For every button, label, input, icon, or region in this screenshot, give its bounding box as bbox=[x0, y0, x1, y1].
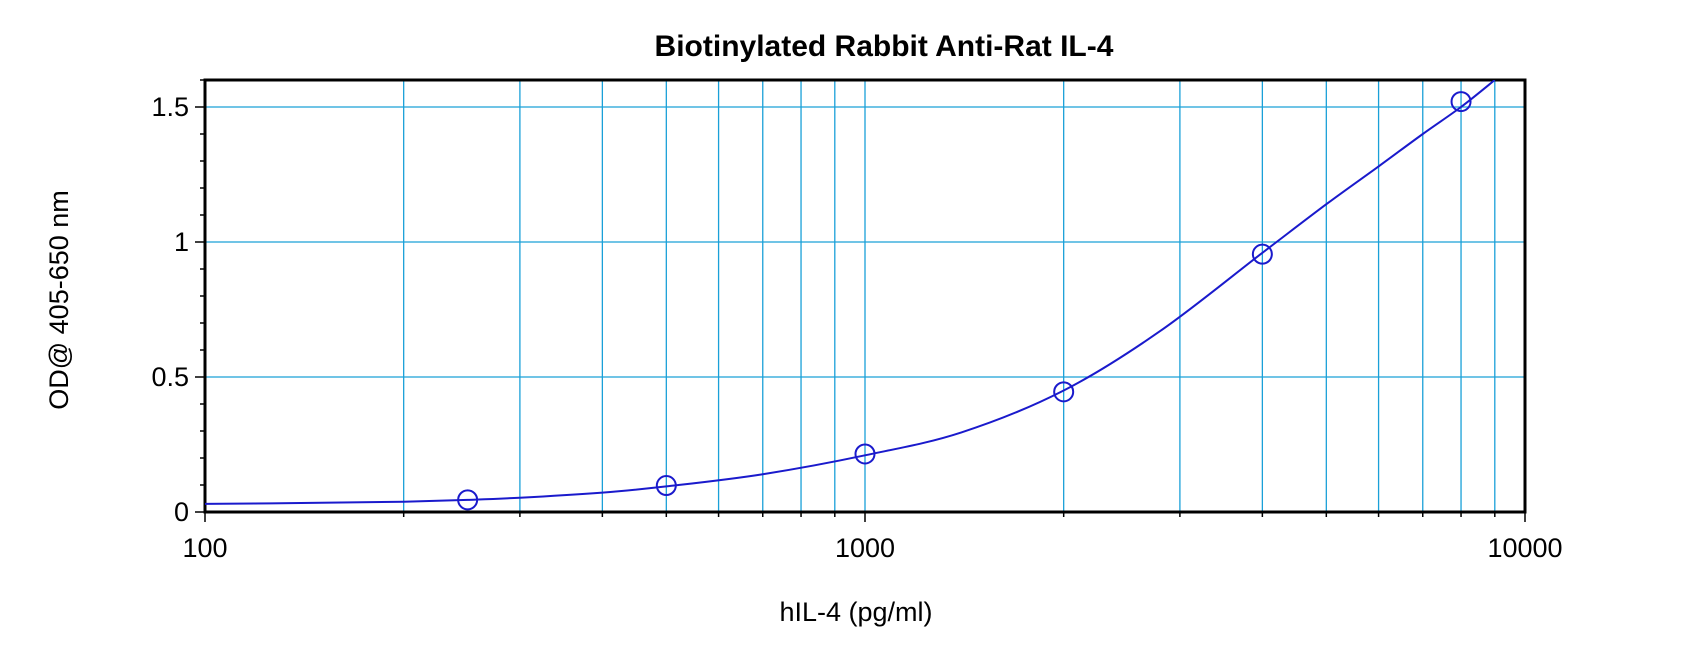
x-tick-label: 10000 bbox=[1487, 533, 1562, 563]
grid-lines bbox=[205, 80, 1525, 512]
chart-title: Biotinylated Rabbit Anti-Rat IL-4 bbox=[655, 30, 1114, 63]
fit-curve bbox=[205, 80, 1496, 505]
data-point bbox=[1450, 91, 1472, 113]
y-tick-label: 0 bbox=[174, 497, 189, 527]
x-axis: 100 1000 10000 bbox=[182, 512, 1563, 563]
data-point bbox=[457, 489, 479, 511]
fit-curve-line bbox=[205, 80, 1496, 505]
y-tick-label: 0.5 bbox=[151, 362, 189, 392]
y-axis-label: OD@ 405-650 nm bbox=[44, 190, 74, 410]
x-tick-label: 1000 bbox=[835, 533, 895, 563]
data-point bbox=[655, 475, 677, 497]
data-point bbox=[854, 443, 876, 465]
x-tick-label: 100 bbox=[182, 533, 227, 563]
data-points bbox=[457, 91, 1472, 511]
y-axis: 0 0.5 1 1.5 bbox=[151, 79, 205, 527]
x-axis-label: hIL-4 (pg/ml) bbox=[779, 597, 932, 627]
data-point bbox=[1251, 243, 1273, 265]
data-point bbox=[1053, 381, 1075, 403]
y-tick-label: 1.5 bbox=[151, 92, 189, 122]
y-tick-label: 1 bbox=[174, 227, 189, 257]
